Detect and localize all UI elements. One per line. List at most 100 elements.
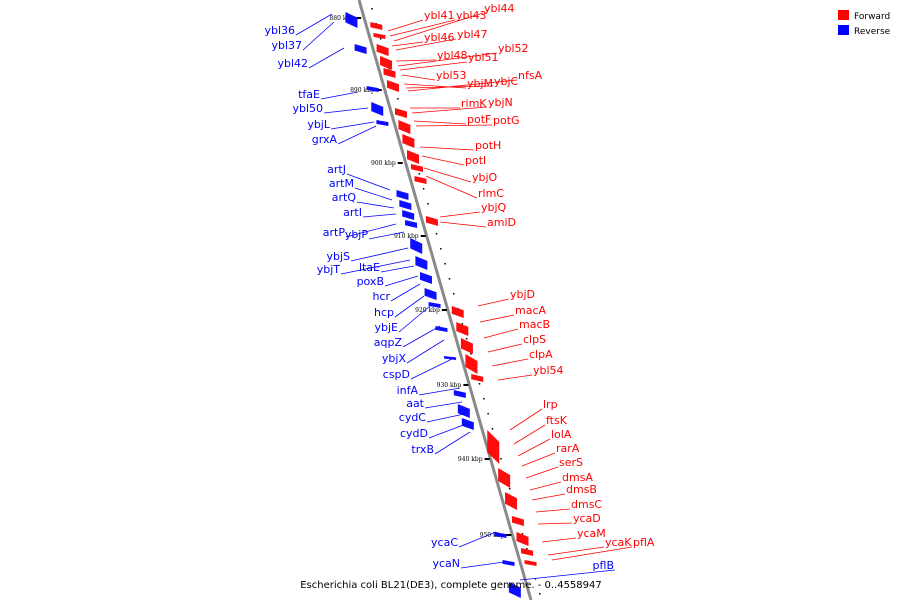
gene-label-tfaE[interactable]: tfaE: [298, 88, 320, 101]
kbp-marker-label: 930 kbp: [437, 382, 462, 389]
kbp-marker-label: 880 kbp: [329, 15, 354, 22]
gene-leader-line: [356, 201, 395, 209]
gene-label-ybl36[interactable]: ybl36: [264, 24, 295, 37]
gene-label-ftsK[interactable]: ftsK: [546, 414, 568, 427]
gene-label-ybl44[interactable]: ybl44: [484, 2, 515, 15]
gene-label-ycaM[interactable]: ycaM: [577, 527, 606, 540]
gene-label-ybl37[interactable]: ybl37: [271, 39, 302, 52]
gene-label-ybl53[interactable]: ybl53: [436, 69, 467, 82]
gene-label-aqpZ[interactable]: aqpZ: [374, 336, 403, 349]
gene-label-serS[interactable]: serS: [559, 456, 583, 469]
reverse-gene-block: [419, 272, 432, 284]
gene-label-cspD[interactable]: cspD: [383, 368, 410, 381]
gene-leader-line: [509, 408, 543, 431]
gene-label-ybjC[interactable]: ybjC: [494, 75, 519, 88]
kbp-marker-tick: [356, 17, 362, 19]
gene-label-lrp[interactable]: lrp: [543, 398, 558, 411]
forward-gene-block: [376, 44, 389, 56]
gene-label-cydD[interactable]: cydD: [400, 427, 428, 440]
gene-label-aat[interactable]: aat: [406, 397, 424, 410]
gene-label-pflA[interactable]: pflA: [633, 536, 655, 549]
gene-label-ybjQ[interactable]: ybjQ: [481, 201, 507, 214]
gene-label-grxA[interactable]: grxA: [312, 133, 338, 146]
gene-label-artJ[interactable]: artJ: [327, 163, 346, 176]
gene-label-clpS[interactable]: clpS: [523, 333, 546, 346]
gene-label-potG[interactable]: potG: [493, 114, 520, 127]
gene-label-ybl54[interactable]: ybl54: [533, 364, 564, 377]
gene-label-rlmC[interactable]: rlmC: [478, 187, 504, 200]
gene-leader-line: [426, 413, 465, 423]
gene-label-rarA[interactable]: rarA: [556, 442, 580, 455]
gene-leader-line: [346, 173, 391, 191]
gene-leader-line: [477, 298, 510, 307]
gene-label-artQ[interactable]: artQ: [332, 191, 357, 204]
gene-label-dmsC[interactable]: dmsC: [571, 498, 602, 511]
gene-label-ycaD[interactable]: ycaD: [573, 512, 601, 525]
gene-label-artM[interactable]: artM: [329, 177, 354, 190]
gene-label-potF[interactable]: potF: [467, 113, 491, 126]
forward-gene-block: [456, 322, 469, 336]
gene-label-ltaE[interactable]: ltaE: [359, 261, 380, 274]
gene-label-ybl50[interactable]: ybl50: [292, 102, 323, 115]
gene-label-amiD[interactable]: amiD: [487, 216, 516, 229]
backbone-tick: [491, 428, 494, 430]
kbp-marker-tick: [463, 384, 469, 386]
backbone-tick: [508, 488, 511, 490]
backbone-tick: [440, 248, 442, 250]
gene-label-ybl41[interactable]: ybl41: [424, 9, 455, 22]
gene-label-ybjN[interactable]: ybjN: [488, 96, 513, 109]
gene-label-lolA[interactable]: lolA: [551, 428, 572, 441]
gene-leader-line: [418, 387, 461, 396]
gene-label-ycaC[interactable]: ycaC: [431, 536, 458, 549]
gene-label-ybl48[interactable]: ybl48: [437, 49, 468, 62]
backbone-tick: [465, 338, 468, 340]
gene-leader-line: [535, 508, 571, 513]
gene-label-ybjL[interactable]: ybjL: [307, 118, 331, 131]
gene-label-dmsB[interactable]: dmsB: [566, 483, 597, 496]
gene-label-infA[interactable]: infA: [397, 384, 419, 397]
kbp-marker-label: 940 kbp: [458, 456, 483, 463]
gene-label-hcp[interactable]: hcp: [374, 306, 394, 319]
gene-label-ybjP[interactable]: ybjP: [345, 228, 369, 241]
backbone-tick: [422, 188, 425, 190]
gene-label-clpA[interactable]: clpA: [529, 348, 553, 361]
gene-label-ybjT[interactable]: ybjT: [317, 263, 341, 276]
gene-label-rimK[interactable]: rimK: [461, 97, 487, 110]
gene-label-ybjX[interactable]: ybjX: [382, 352, 407, 365]
gene-label-potH[interactable]: potH: [475, 139, 501, 152]
gene-label-poxB[interactable]: poxB: [357, 275, 384, 288]
gene-label-macB[interactable]: macB: [519, 318, 550, 331]
gene-label-ybl52[interactable]: ybl52: [498, 42, 529, 55]
gene-leader-line: [425, 175, 478, 199]
gene-leader-line: [387, 19, 424, 32]
forward-gene-block: [511, 516, 524, 526]
gene-label-artP[interactable]: artP: [323, 226, 346, 239]
gene-label-dmsA[interactable]: dmsA: [562, 471, 593, 484]
gene-label-cydC[interactable]: cydC: [399, 411, 427, 424]
gene-label-hcr[interactable]: hcr: [372, 290, 390, 303]
gene-leader-line: [483, 328, 519, 339]
forward-gene-block: [451, 306, 464, 318]
kbp-marker-label: 910 kbp: [394, 233, 419, 240]
gene-label-ybl42[interactable]: ybl42: [277, 57, 308, 70]
gene-label-nfsA[interactable]: nfsA: [518, 69, 543, 82]
gene-label-ybjO[interactable]: ybjO: [472, 171, 498, 184]
gene-label-ybjS[interactable]: ybjS: [326, 250, 350, 263]
gene-label-trxB[interactable]: trxB: [411, 443, 434, 456]
gene-leader-line: [434, 431, 471, 455]
gene-label-ycaN[interactable]: ycaN: [432, 557, 460, 570]
forward-gene-block: [380, 56, 393, 70]
gene-label-artI[interactable]: artI: [343, 206, 362, 219]
gene-label-ycaK[interactable]: ycaK: [605, 536, 632, 549]
gene-label-potI[interactable]: potI: [465, 154, 486, 167]
gene-label-ybl47[interactable]: ybl47: [457, 28, 488, 41]
forward-gene-block: [370, 22, 383, 30]
gene-label-macA[interactable]: macA: [515, 304, 547, 317]
gene-label-ybl51[interactable]: ybl51: [468, 51, 499, 64]
gene-label-ybjE[interactable]: ybjE: [375, 321, 399, 334]
gene-leader-line: [380, 265, 415, 273]
gene-label-pflB[interactable]: pflB: [593, 559, 614, 572]
gene-label-ybjD[interactable]: ybjD: [510, 288, 535, 301]
